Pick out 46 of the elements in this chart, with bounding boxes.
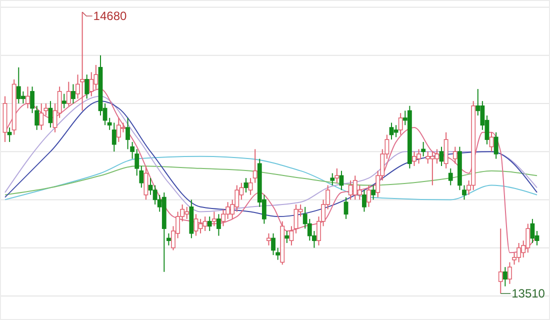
candlestick — [284, 230, 290, 244]
candlestick — [84, 74, 90, 100]
candlestick — [398, 112, 403, 136]
candlestick — [530, 218, 535, 244]
candlestick — [498, 228, 503, 294]
candlestick — [48, 100, 53, 128]
candlestick — [216, 214, 221, 236]
candlestick — [62, 93, 66, 109]
candlestick — [371, 184, 376, 200]
annotation: 14680 — [93, 9, 127, 24]
candlestick — [508, 262, 512, 284]
candlestick — [89, 72, 94, 97]
candlestick — [252, 148, 258, 184]
candlestick — [502, 266, 508, 287]
candlestick — [452, 146, 458, 164]
candlestick — [344, 196, 348, 220]
candlestick — [421, 141, 426, 157]
candlestick — [194, 214, 198, 236]
candlestick — [166, 232, 171, 246]
candlestick — [289, 226, 294, 246]
candlestick — [266, 232, 271, 246]
candlestick — [80, 12, 84, 112]
annotation: 13510 — [512, 286, 546, 301]
candlestick — [366, 184, 371, 208]
candlestick — [330, 172, 335, 186]
candlestick — [248, 178, 253, 196]
candlestick — [334, 168, 340, 184]
candlestick — [439, 146, 444, 167]
candlestick — [71, 84, 76, 104]
candlestick — [202, 216, 208, 232]
candlestick — [462, 184, 466, 200]
candlestick — [362, 190, 366, 212]
candlestick — [144, 166, 148, 200]
candlestick — [339, 170, 344, 191]
candlestick — [212, 211, 216, 227]
candlestick — [489, 132, 494, 152]
candlestick — [389, 122, 394, 140]
candlestick — [244, 178, 248, 193]
candlestick — [39, 102, 44, 130]
candlestick — [448, 168, 453, 186]
candlestick — [112, 122, 116, 152]
candlestick — [426, 151, 430, 164]
candlestick — [207, 216, 212, 232]
candlestick — [66, 81, 71, 106]
candlestick — [494, 132, 498, 160]
candlestick — [26, 86, 30, 109]
